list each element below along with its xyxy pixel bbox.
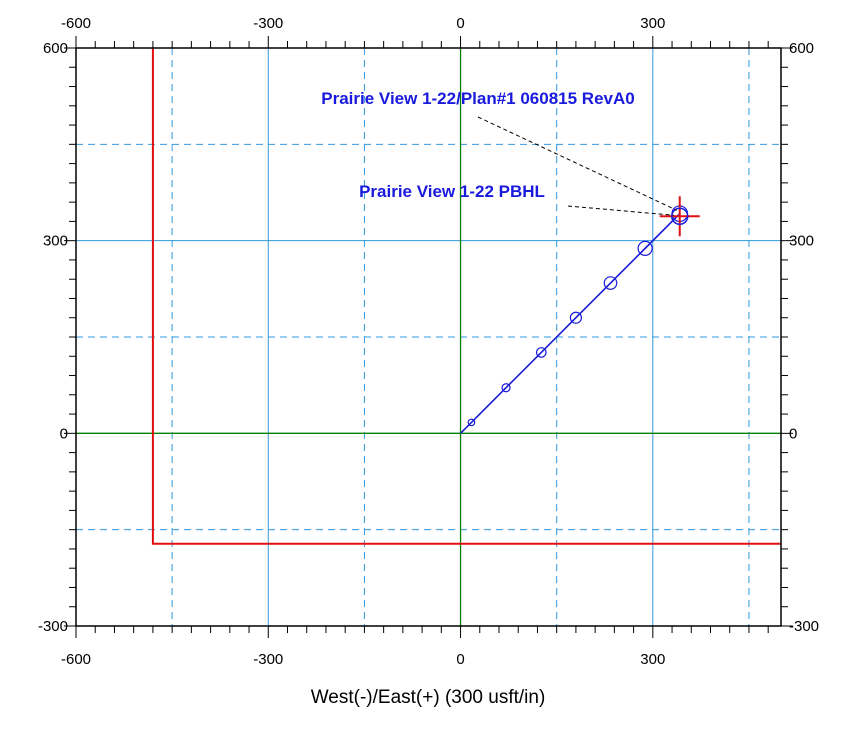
x-tick-label-bottom: 300 [640, 651, 665, 668]
annotation-pbhl-label: Prairie View 1-22 PBHL [359, 182, 545, 201]
x-tick-label-top: 0 [456, 15, 464, 32]
survey-station-marker [467, 418, 476, 427]
y-tick-label-right: 300 [789, 233, 814, 250]
annotations: Prairie View 1-22/Plan#1 060815 RevA0 Pra… [321, 89, 677, 216]
grid-lines [76, 48, 781, 626]
x-tick-label-top: -300 [253, 15, 283, 32]
x-tick-label-bottom: -300 [253, 651, 283, 668]
survey-station-marker [535, 347, 547, 358]
tick-labels: -600 -600 -300 -300 0 0 300 300 -300 -300 0 0 300 300… [38, 15, 819, 668]
annotation-leader-plan [477, 116, 677, 211]
y-tick-label-left: 300 [43, 233, 68, 250]
lease-line [151, 48, 781, 545]
x-axis-title: West(-)/East(+) (300 usft/in) [311, 687, 546, 708]
plot-data [151, 48, 781, 545]
y-tick-label-left: 0 [60, 425, 68, 442]
annotation-leader-pbhl [567, 205, 674, 216]
x-tick-label-bottom: 0 [456, 651, 464, 668]
axis-ticks [64, 36, 793, 638]
survey-station-marker [569, 311, 583, 324]
annotation-plan-label: Prairie View 1-22/Plan#1 060815 RevA0 [321, 89, 634, 108]
target-circle [670, 207, 689, 226]
survey-station-marker [501, 383, 511, 393]
y-tick-label-left: 600 [43, 40, 68, 57]
x-tick-label-bottom: -600 [61, 651, 91, 668]
well-path-line [459, 213, 681, 434]
x-tick-label-top: 300 [640, 15, 665, 32]
y-tick-label-left: -300 [38, 618, 68, 635]
y-tick-label-right: 0 [789, 425, 797, 442]
x-tick-label-top: -600 [61, 15, 91, 32]
survey-station-marker [637, 240, 653, 256]
y-tick-label-right: -300 [789, 618, 819, 635]
y-tick-label-right: 600 [789, 40, 814, 57]
survey-station-marker [603, 276, 618, 290]
